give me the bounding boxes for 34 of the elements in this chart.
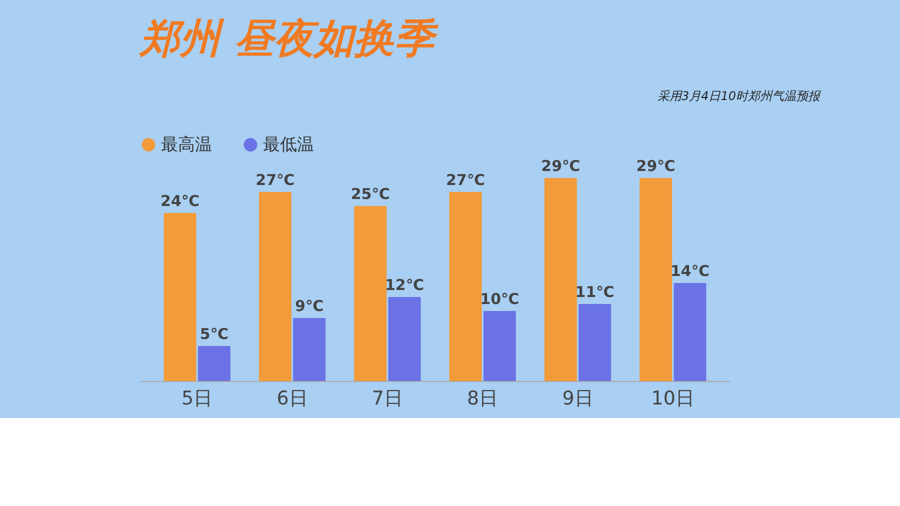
bar — [544, 178, 577, 381]
bar — [293, 318, 326, 381]
data-label: 27℃ — [446, 171, 486, 189]
bar — [578, 304, 612, 381]
text: 采用3月4日10时郑州气温预报 — [657, 89, 821, 103]
bar — [640, 178, 672, 381]
legend-label: 最高温 — [161, 134, 212, 155]
bar — [483, 311, 516, 381]
x-tick-label: 8日 — [467, 388, 498, 410]
bar — [388, 297, 421, 381]
bar — [449, 192, 482, 381]
bar — [198, 346, 230, 381]
data-label: 25℃ — [350, 185, 390, 203]
chart-title: 郑州 昼夜如换季 — [138, 16, 439, 62]
x-tick-label: 10日 — [651, 388, 694, 410]
bar — [258, 192, 292, 381]
data-label: 14℃ — [670, 262, 710, 280]
data-label: 24℃ — [160, 192, 200, 210]
legend-label: 最低温 — [263, 134, 314, 155]
data-label: 29℃ — [636, 157, 676, 175]
x-tick-label: 7日 — [372, 388, 403, 410]
data-label: 29℃ — [541, 157, 580, 175]
data-label: 5℃ — [200, 325, 228, 343]
data-label: 12℃ — [384, 276, 424, 294]
bar — [354, 206, 387, 381]
data-label: 11℃ — [575, 283, 614, 301]
x-tick-label: 6日 — [276, 388, 308, 410]
data-label: 10℃ — [480, 290, 520, 308]
x-tick-label: 5日 — [182, 388, 213, 410]
bar — [164, 213, 196, 381]
bar — [674, 283, 706, 381]
x-tick-label: 9日 — [562, 388, 594, 410]
data-label: 27℃ — [256, 171, 295, 189]
data-label: 9℃ — [295, 297, 324, 315]
